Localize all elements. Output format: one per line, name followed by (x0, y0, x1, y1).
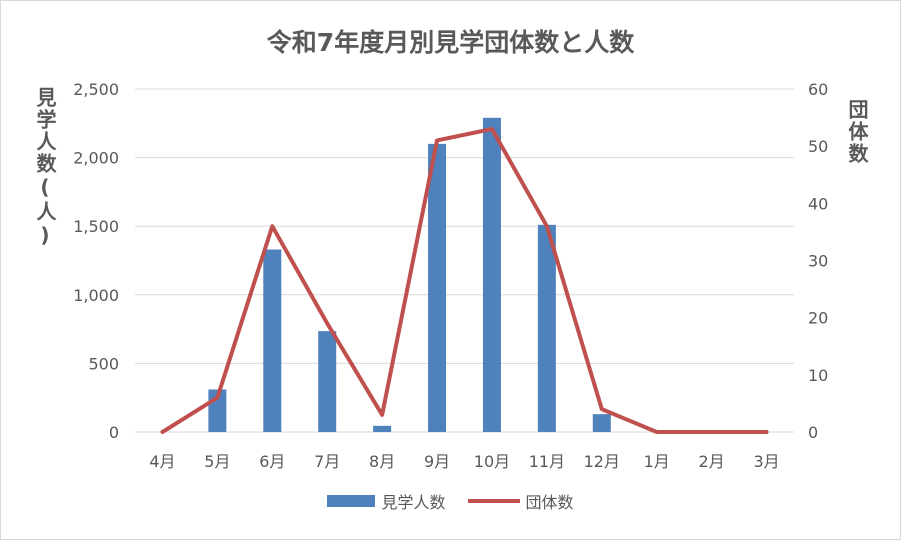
x-tick-label: 2月 (699, 452, 725, 471)
x-tick-label: 1月 (644, 452, 670, 471)
bar (592, 414, 611, 432)
y-left-tick-label: 1,000 (73, 286, 119, 305)
bar (482, 117, 501, 432)
legend: 見学人数 団体数 (1, 489, 900, 513)
y-right-tick-label: 50 (808, 137, 828, 156)
y-left-tick-label: 0 (109, 423, 119, 442)
legend-bar-label: 見学人数 (381, 493, 446, 512)
x-tick-label: 8月 (369, 452, 395, 471)
y-left-tick-label: 2,000 (73, 149, 119, 168)
y-right-tick-label: 60 (808, 80, 828, 99)
x-tick-label: 4月 (149, 452, 175, 471)
legend-item-line: 団体数 (467, 489, 574, 513)
bar (318, 331, 337, 432)
legend-line-swatch (467, 499, 520, 503)
y-left-tick-label: 1,500 (73, 217, 119, 236)
y-left-tick-label: 500 (88, 354, 119, 373)
x-tick-label: 5月 (204, 452, 230, 471)
series-line (160, 127, 769, 434)
legend-bar-swatch (327, 495, 376, 507)
y-right-tick-label: 30 (808, 252, 828, 271)
y-axis-right-title: 団体数 (845, 99, 869, 165)
x-tick-label: 9月 (424, 452, 450, 471)
bar (428, 143, 447, 432)
bar (263, 249, 282, 432)
chart-title: 令和7年度月別見学団体数と人数 (266, 28, 635, 57)
x-tick-label: 12月 (584, 452, 620, 471)
x-tick-label: 6月 (259, 452, 285, 471)
y-right-tick-label: 10 (808, 366, 828, 385)
y-axis-left-title: 見学人数(人) (33, 87, 57, 249)
y-right-tick-label: 0 (808, 423, 818, 442)
x-tick-label: 10月 (474, 452, 510, 471)
y-left-tick-label: 2,500 (73, 80, 119, 99)
y-right-tick-label: 20 (808, 309, 828, 328)
x-tick-label: 11月 (529, 452, 565, 471)
legend-item-bar: 見学人数 (327, 489, 446, 513)
bar (537, 224, 556, 432)
x-tick-label: 7月 (314, 452, 340, 471)
bar (373, 425, 392, 432)
x-tick-label: 3月 (753, 452, 779, 471)
legend-line-label: 団体数 (525, 493, 574, 512)
y-right-tick-label: 40 (808, 194, 828, 213)
